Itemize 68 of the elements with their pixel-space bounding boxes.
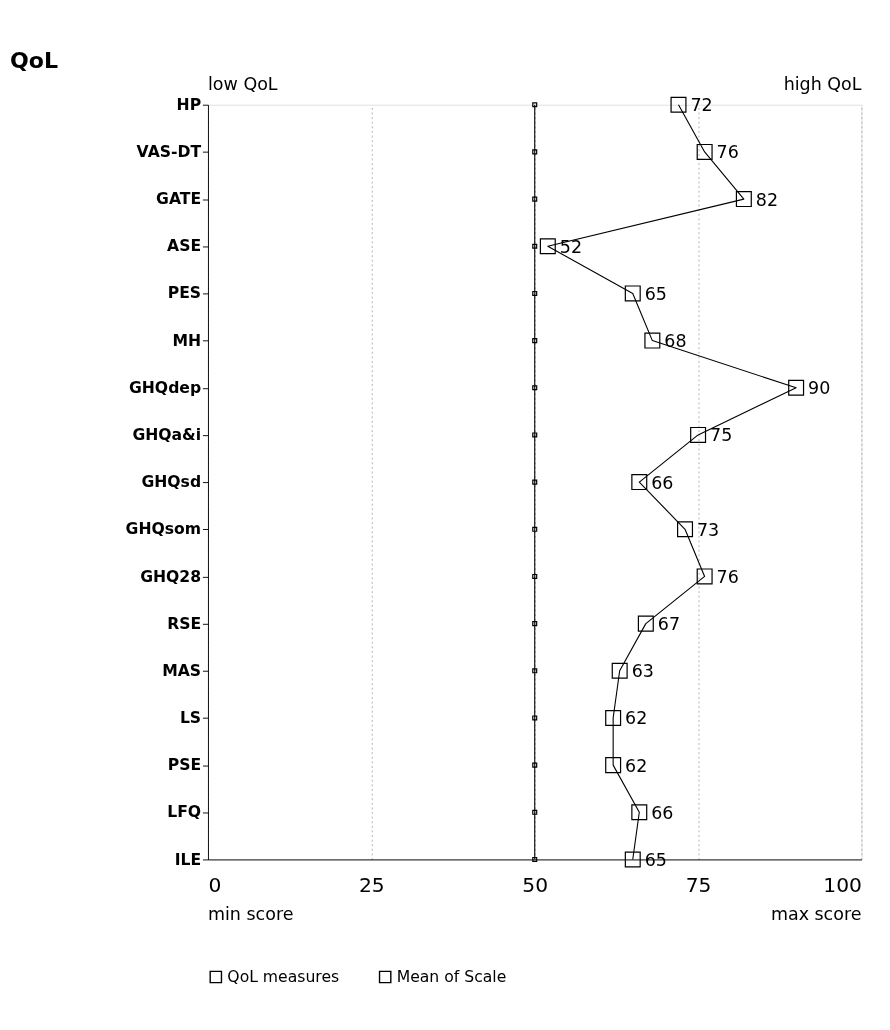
x-tick-label: 100 <box>823 873 862 898</box>
point <box>532 762 538 768</box>
point <box>631 804 648 821</box>
y-tick-label: ASE <box>167 236 202 256</box>
legend-label: QoL measures <box>227 966 340 986</box>
y-tick-label: RSE <box>167 613 202 633</box>
data-label: 66 <box>651 802 674 823</box>
point <box>532 149 538 155</box>
data-label: 62 <box>625 708 648 729</box>
point <box>677 521 694 538</box>
y-tick-label: MH <box>172 330 202 350</box>
y-tick-label: GHQsd <box>141 472 202 492</box>
y-tick-label: GATE <box>156 189 202 209</box>
y-tick-label: GHQa&i <box>132 425 202 444</box>
point <box>532 715 538 721</box>
y-tick-label: HP <box>176 94 202 114</box>
x-tick-label: 75 <box>685 873 712 898</box>
y-tick-label: GHQdep <box>128 377 202 397</box>
point <box>696 568 713 585</box>
point <box>605 757 622 774</box>
data-label: 76 <box>716 566 739 587</box>
data-label: 65 <box>644 283 667 304</box>
point <box>532 479 538 485</box>
y-tick-label: PES <box>167 283 202 303</box>
point <box>631 474 648 491</box>
data-label: 73 <box>697 519 720 540</box>
y-tick-label: GHQ28 <box>140 566 202 586</box>
y-tick-label: LFQ <box>167 802 202 822</box>
text: max score <box>770 904 862 925</box>
point <box>788 379 805 396</box>
x-tick-label: 0 <box>208 873 222 898</box>
point <box>637 615 654 632</box>
data-label: 90 <box>808 378 831 399</box>
text: high QoL <box>783 74 862 95</box>
point <box>735 191 752 208</box>
data-label: 68 <box>664 331 687 352</box>
text: low QoL <box>208 74 278 95</box>
point <box>539 238 556 255</box>
text: min score <box>208 904 294 925</box>
point <box>624 851 641 868</box>
point <box>690 426 707 443</box>
y-tick-label: MAS <box>162 660 202 680</box>
point <box>611 662 628 679</box>
legend-label: Mean of Scale <box>396 966 507 986</box>
data-label: 76 <box>716 142 739 163</box>
data-label: 62 <box>625 755 648 776</box>
y-tick-label: GHQsom <box>125 519 202 539</box>
text: QoL <box>9 47 59 73</box>
point <box>644 332 661 349</box>
y-tick-label: PSE <box>167 755 202 775</box>
point <box>624 285 641 302</box>
data-label: 52 <box>559 236 582 257</box>
point <box>532 432 538 438</box>
y-tick-label: ILE <box>174 849 202 869</box>
point <box>670 96 687 113</box>
point <box>532 196 538 202</box>
x-tick-label: 25 <box>358 873 385 898</box>
data-label: 82 <box>755 189 779 210</box>
y-tick-label: LS <box>179 708 202 728</box>
data-label: 75 <box>710 425 733 446</box>
data-label: 67 <box>657 614 681 635</box>
point <box>696 143 713 160</box>
point <box>605 709 622 726</box>
data-label: 72 <box>690 95 713 116</box>
x-tick-label: 50 <box>522 873 549 898</box>
data-label: 66 <box>651 472 674 493</box>
data-label: 63 <box>631 661 654 682</box>
y-tick-label: VAS-DT <box>136 141 202 161</box>
